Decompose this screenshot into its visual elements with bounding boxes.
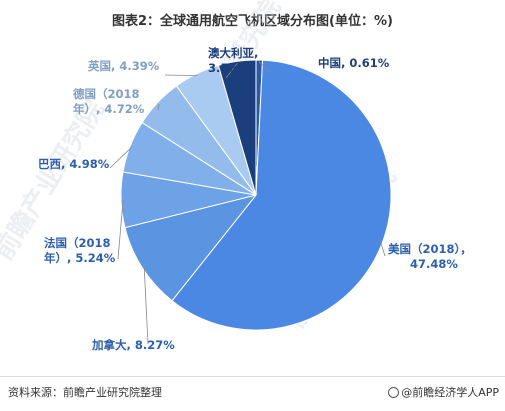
slice-label-line: 法国（2018 [44,236,111,250]
leader-line [164,74,198,76]
slice-label-line: 3.56% [208,61,248,75]
leader-line [143,266,149,345]
slice-label: 英国, 4.39% [87,59,160,73]
leader-line [157,103,160,111]
slice-label-line: 巴西, 4.98% [38,157,110,171]
brand-footer: @前瞻经济学人APP [388,384,499,400]
slice-labels: 中国, 0.61% 美国（2018）， 47.48% 加拿大, 8.27% 法国（201… [38,46,472,352]
slice-label-line: 加拿大, 8.27% [91,338,175,352]
slice-label-line: 中国, 0.61% [318,56,390,70]
slice-label: 中国, 0.61% [318,56,390,70]
slice-label-line: 美国（2018）， [388,242,472,256]
slice-label: 法国（2018 年）, 5.24% [44,236,116,265]
slice-label: 加拿大, 8.27% [91,338,175,352]
brand-logo-icon [388,387,400,398]
slice-label-line: 47.48% [410,257,458,271]
pie-slice [217,59,257,196]
brand-text: @前瞻经济学人APP [401,386,499,399]
source-note: 资料来源：前瞻产业研究院整理 [8,386,162,399]
leader-line [117,199,124,260]
slice-label: 美国（2018）， 47.48% [388,242,472,271]
leader-line [258,61,271,73]
slice-label-line: 年）, 4.72% [73,102,145,116]
footer-divider [0,376,505,377]
chart-title: 图表2：全球通用航空飞机区域分布图(单位：%) [112,14,393,29]
leader-line [109,146,133,169]
slice-label-line: 德国（2018 [72,87,140,101]
leader-line [380,241,386,257]
slice-label-line: 年）, 5.24% [44,251,116,265]
leader-lines [109,61,386,345]
pie-slices [120,59,392,331]
pie-slice [124,194,258,302]
slice-label-line: 澳大利亚, [208,46,258,60]
leader-line [225,63,238,79]
slice-label: 巴西, 4.98% [38,157,110,171]
slice-label-line: 英国, 4.39% [87,59,160,73]
slice-label: 德国（2018 年）, 4.72% [72,87,145,116]
slice-label: 澳大利亚, 3.56% [208,46,258,75]
pie-slice [171,59,392,331]
